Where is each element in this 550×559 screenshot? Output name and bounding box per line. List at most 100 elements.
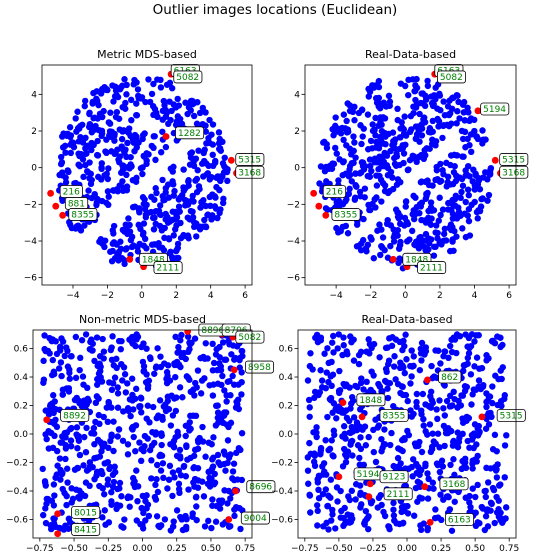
inlier-point: [107, 346, 115, 354]
inlier-point: [468, 201, 475, 209]
inlier-point: [103, 86, 111, 93]
inlier-point: [226, 341, 233, 348]
inlier-point: [140, 229, 147, 236]
inlier-point: [465, 350, 473, 357]
inlier-point: [141, 235, 149, 243]
inlier-point: [373, 172, 380, 179]
inlier-point: [94, 137, 101, 145]
inlier-point: [358, 106, 366, 113]
inlier-point: [63, 501, 70, 509]
inlier-point: [132, 178, 140, 185]
outlier-label-text: 8415: [74, 525, 97, 535]
inlier-point: [322, 385, 329, 392]
x-tick-label: 0.50: [201, 544, 221, 554]
inlier-point: [67, 141, 74, 148]
inlier-point: [184, 374, 192, 381]
inlier-point: [128, 116, 135, 124]
inlier-point: [110, 98, 117, 105]
inlier-point: [360, 386, 367, 393]
inlier-point: [39, 511, 47, 519]
inlier-point: [187, 412, 194, 420]
outlier-label-box: [246, 480, 276, 494]
inlier-point: [349, 428, 357, 435]
inlier-point: [478, 364, 486, 372]
inlier-point: [424, 495, 432, 502]
inlier-point: [194, 445, 202, 452]
inlier-point: [390, 238, 398, 245]
inlier-point: [93, 201, 100, 209]
outlier-point-216: [47, 189, 55, 197]
inlier-point: [183, 515, 190, 523]
inlier-point: [169, 208, 176, 215]
inlier-point: [422, 230, 430, 238]
outlier-label-5315: 5315: [496, 409, 526, 422]
inlier-point: [405, 431, 413, 439]
inlier-point: [229, 468, 237, 475]
inlier-point: [182, 202, 189, 209]
inlier-point: [110, 418, 117, 425]
inlier-point: [186, 419, 193, 426]
inlier-point: [391, 517, 398, 524]
inlier-point: [489, 484, 497, 492]
inlier-point: [192, 494, 200, 501]
inlier-point: [194, 167, 201, 174]
inlier-point: [104, 188, 112, 195]
inlier-point: [63, 344, 70, 351]
inlier-point: [228, 351, 235, 358]
inlier-point: [329, 506, 336, 514]
inlier-point: [351, 103, 358, 111]
outlier-label-text: 5082: [440, 73, 463, 83]
inlier-point: [363, 378, 370, 386]
inlier-point: [439, 463, 447, 470]
x-tick-label: −0.75: [26, 544, 54, 554]
inlier-point: [385, 92, 393, 100]
inlier-point: [474, 425, 481, 432]
outlier-label-text: 1848: [359, 396, 382, 406]
inlier-point: [325, 378, 332, 386]
axes-frame: [41, 64, 253, 286]
inlier-point: [68, 485, 75, 492]
inlier-point: [346, 417, 353, 425]
inlier-point: [424, 177, 431, 184]
inlier-point: [92, 399, 100, 407]
inlier-point: [75, 150, 82, 157]
inlier-point: [360, 236, 367, 244]
inlier-point: [382, 141, 389, 148]
panel-title: Real-Data-based: [361, 313, 452, 326]
inlier-point: [474, 432, 482, 439]
inlier-point: [366, 88, 374, 96]
inlier-point: [377, 251, 384, 259]
inlier-point: [134, 248, 142, 255]
inlier-point: [483, 403, 490, 411]
inlier-point: [432, 506, 439, 513]
inlier-point: [372, 204, 379, 211]
outlier-label-862: 862: [438, 370, 462, 384]
inlier-point: [177, 472, 185, 479]
inlier-point: [197, 204, 204, 211]
inlier-point: [410, 512, 418, 519]
outlier-label-text: 9004: [244, 514, 267, 524]
inlier-point: [128, 375, 136, 382]
inlier-point: [122, 105, 129, 112]
inlier-point: [172, 226, 179, 233]
inlier-point: [342, 435, 349, 442]
inlier-point: [94, 115, 101, 122]
panel-title: Real-Data-based: [365, 48, 456, 61]
inlier-point: [46, 350, 53, 357]
inlier-point: [82, 331, 90, 338]
inlier-point: [330, 349, 337, 356]
inlier-point: [130, 242, 137, 249]
inlier-point: [141, 432, 149, 440]
inlier-point: [441, 348, 448, 355]
inlier-point: [492, 467, 500, 474]
inlier-point: [409, 473, 416, 480]
inlier-point: [325, 492, 332, 499]
inlier-point: [407, 407, 414, 414]
x-tick-label: −2: [364, 291, 377, 301]
outlier-point-1848: [339, 399, 347, 407]
inlier-point: [91, 192, 98, 199]
inlier-point: [133, 467, 140, 474]
outlier-point-9123: [366, 480, 374, 488]
inlier-point: [92, 122, 99, 130]
inlier-point: [209, 456, 216, 463]
